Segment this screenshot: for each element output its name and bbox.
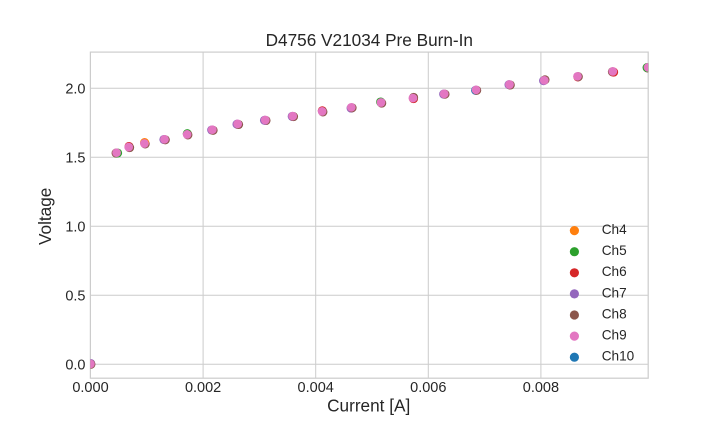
svg-text:Ch4: Ch4 bbox=[602, 222, 627, 237]
svg-text:Ch8: Ch8 bbox=[602, 306, 627, 321]
svg-text:0.006: 0.006 bbox=[410, 380, 446, 396]
svg-text:Ch6: Ch6 bbox=[602, 264, 627, 279]
svg-text:Ch10: Ch10 bbox=[602, 349, 635, 364]
svg-text:2.0: 2.0 bbox=[65, 82, 85, 98]
svg-text:1.5: 1.5 bbox=[65, 151, 85, 167]
svg-text:0.0: 0.0 bbox=[65, 358, 85, 374]
svg-text:0.002: 0.002 bbox=[185, 380, 221, 396]
svg-text:1.0: 1.0 bbox=[65, 220, 85, 236]
svg-text:0.000: 0.000 bbox=[72, 380, 108, 396]
svg-text:D4756 V21034 Pre Burn-In: D4756 V21034 Pre Burn-In bbox=[266, 30, 473, 50]
svg-text:Ch7: Ch7 bbox=[602, 285, 627, 300]
svg-text:Ch5: Ch5 bbox=[602, 243, 627, 258]
svg-text:Current [A]: Current [A] bbox=[327, 396, 410, 416]
svg-text:0.5: 0.5 bbox=[65, 289, 85, 305]
svg-text:Ch9: Ch9 bbox=[602, 328, 627, 343]
svg-text:0.008: 0.008 bbox=[523, 380, 559, 396]
svg-text:Voltage: Voltage bbox=[35, 188, 55, 245]
svg-text:0.004: 0.004 bbox=[298, 380, 334, 396]
